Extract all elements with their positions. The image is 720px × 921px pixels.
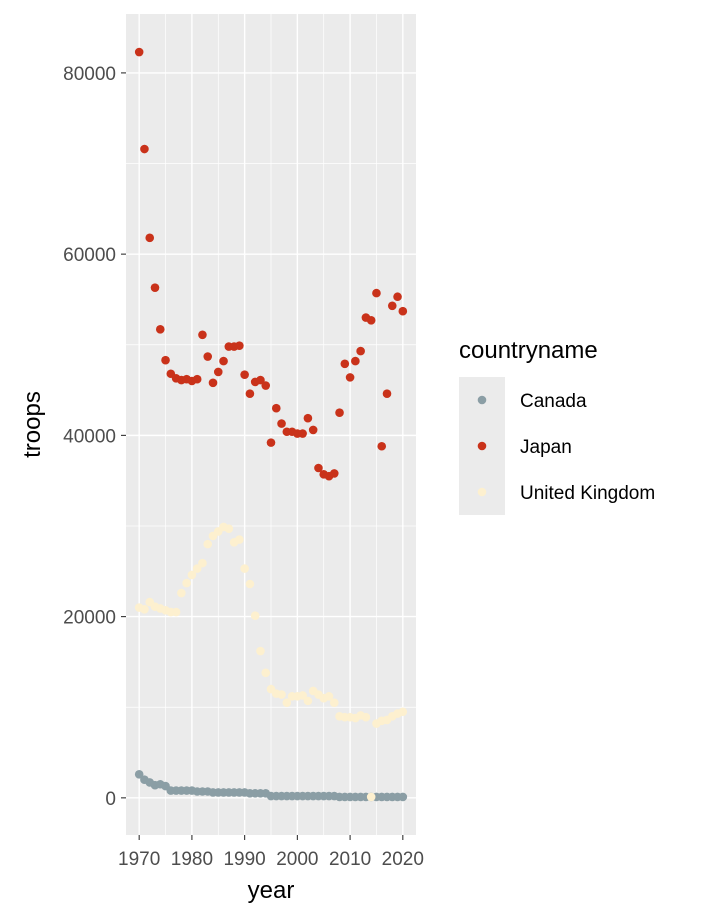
point-united-kingdom (235, 535, 244, 544)
x-axis-title: year (248, 877, 295, 904)
point-japan (345, 373, 355, 382)
legend-label: Japan (520, 437, 572, 458)
x-axis: 1970 1980 1990 2000 2010 2020 (118, 835, 424, 870)
point-japan (266, 438, 276, 447)
x-tick-label: 2000 (276, 849, 318, 870)
point-united-kingdom (182, 578, 191, 588)
major-gridlines (126, 14, 416, 835)
point-united-kingdom (177, 588, 186, 598)
point-united-kingdom (366, 792, 376, 802)
point-japan (398, 306, 408, 316)
point-japan (198, 330, 207, 340)
point-japan (393, 292, 402, 302)
point-japan (303, 413, 313, 423)
point-united-kingdom (282, 698, 292, 707)
point-japan (261, 381, 271, 390)
point-japan (134, 47, 144, 57)
y-tick-label: 60000 (63, 245, 116, 266)
point-united-kingdom (277, 690, 286, 699)
point-united-kingdom (261, 668, 271, 678)
point-japan (329, 469, 339, 478)
y-axis-title: troops (19, 391, 46, 458)
point-united-kingdom (329, 698, 339, 707)
point-united-kingdom (224, 524, 234, 534)
point-united-kingdom (240, 564, 249, 573)
point-japan (382, 389, 392, 398)
y-tick-label: 40000 (63, 426, 116, 447)
y-tick-label: 80000 (63, 64, 116, 85)
point-united-kingdom (140, 605, 149, 614)
point-japan (150, 283, 160, 292)
point-united-kingdom (298, 691, 307, 700)
point-japan (308, 425, 318, 435)
data-points (134, 47, 408, 802)
point-japan (366, 315, 376, 325)
point-united-kingdom (171, 607, 181, 617)
legend-key (477, 487, 487, 497)
point-japan (356, 346, 365, 356)
point-japan (245, 389, 255, 398)
point-japan (351, 356, 360, 366)
x-tick-label: 1980 (171, 849, 213, 870)
legend-key (477, 395, 487, 405)
point-japan (192, 374, 202, 384)
point-japan (387, 301, 397, 311)
point-japan (377, 441, 387, 451)
y-axis: 0 20000 40000 60000 80000 (63, 64, 126, 810)
point-united-kingdom (398, 707, 408, 717)
point-japan (372, 288, 381, 298)
point-united-kingdom (192, 564, 202, 573)
y-tick-label: 20000 (63, 608, 116, 629)
point-japan (208, 378, 218, 388)
point-united-kingdom (256, 646, 265, 656)
point-canada (398, 792, 408, 802)
point-japan (219, 356, 228, 366)
x-tick-label: 1990 (223, 849, 265, 870)
point-japan (203, 352, 213, 361)
y-tick-label: 0 (105, 789, 116, 810)
legend-key (477, 441, 487, 451)
point-united-kingdom (303, 696, 313, 706)
legend-label: Canada (520, 391, 587, 412)
point-japan (140, 144, 149, 154)
legend-title: countryname (459, 337, 598, 364)
point-united-kingdom (250, 611, 260, 621)
point-united-kingdom (324, 692, 334, 701)
point-japan (298, 429, 307, 438)
point-japan (155, 325, 165, 334)
x-tick-label: 1970 (118, 849, 160, 870)
point-canada (134, 769, 144, 779)
point-united-kingdom (361, 712, 371, 722)
point-japan (271, 403, 281, 413)
point-united-kingdom (245, 579, 255, 589)
x-tick-label: 2020 (382, 849, 424, 870)
point-japan (235, 341, 244, 350)
point-japan (145, 233, 155, 243)
point-japan (335, 408, 344, 418)
point-united-kingdom (187, 570, 197, 580)
point-united-kingdom (198, 558, 207, 568)
point-japan (161, 355, 170, 365)
point-japan (213, 367, 223, 377)
point-japan (240, 370, 249, 379)
legend: countryname Canada Japan United Kingdom (459, 337, 655, 515)
minor-gridlines (126, 14, 416, 835)
point-united-kingdom (203, 539, 213, 549)
point-japan (314, 463, 323, 473)
x-tick-label: 2010 (329, 849, 371, 870)
legend-label: United Kingdom (520, 483, 655, 504)
point-japan (340, 359, 350, 369)
point-japan (277, 419, 286, 428)
point-japan (256, 375, 265, 385)
legend-items: Canada Japan United Kingdom (477, 391, 655, 504)
